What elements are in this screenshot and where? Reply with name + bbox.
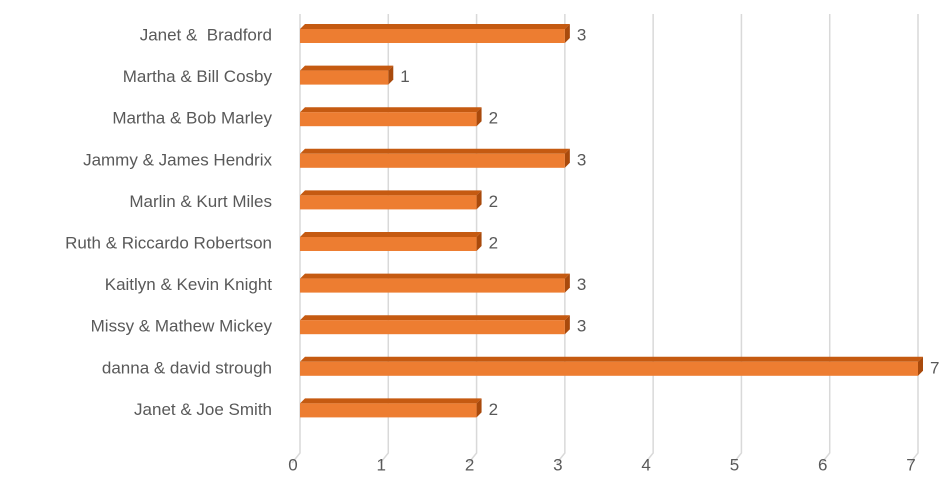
x-tick-label: 7 (906, 455, 915, 474)
grid-line (821, 14, 831, 464)
bar-face (388, 65, 394, 85)
bar-face (300, 237, 477, 251)
grid-line (556, 14, 566, 464)
y-tick-label: danna & david strough (102, 358, 272, 377)
bar-face (300, 320, 565, 335)
bar-face (476, 190, 482, 210)
y-tick-label: Janet & Joe Smith (134, 400, 272, 419)
bar (300, 24, 570, 43)
bar (300, 232, 482, 251)
y-tick-label: Marlin & Kurt Miles (129, 192, 272, 211)
y-tick-label: Martha & Bob Marley (112, 109, 272, 128)
data-label: 2 (489, 109, 498, 128)
bar-face (300, 232, 482, 237)
y-tick-label: Jammy & James Hendrix (83, 150, 272, 169)
data-label: 3 (577, 150, 586, 169)
bar-face (564, 273, 570, 293)
grid-line (291, 14, 301, 464)
bar-face (564, 148, 570, 168)
x-tick-label: 6 (818, 455, 827, 474)
bar-face (476, 107, 482, 127)
bar (300, 65, 394, 85)
y-tick-label: Janet & Bradford (140, 25, 272, 44)
bar (300, 273, 570, 293)
bar-face (476, 232, 482, 251)
grid-line (909, 14, 919, 464)
x-tick-label: 2 (465, 455, 474, 474)
bar (300, 148, 570, 168)
bar-face (300, 148, 570, 154)
bar-face (476, 398, 482, 418)
bar-face (564, 24, 570, 43)
bar-face (300, 70, 389, 85)
bar-face (300, 403, 477, 418)
bar-face (300, 195, 477, 210)
bar-face (300, 356, 923, 362)
data-label: 3 (577, 25, 586, 44)
y-tick-label: Martha & Bill Cosby (123, 67, 273, 86)
bar (300, 315, 570, 335)
bar-face (300, 153, 565, 168)
bar-face (918, 356, 923, 376)
x-tick-label: 1 (377, 455, 386, 474)
x-tick-label: 3 (553, 455, 562, 474)
bar-face (300, 398, 482, 404)
data-label: 3 (577, 317, 586, 336)
bar-face (300, 273, 570, 279)
data-label: 3 (577, 275, 586, 294)
bar-face (300, 107, 482, 113)
bar-face (300, 65, 394, 71)
bar-face (300, 361, 918, 376)
y-tick-label: Missy & Mathew Mickey (91, 317, 273, 336)
data-label: 7 (930, 358, 939, 377)
bar (300, 398, 482, 418)
grid-line (644, 14, 654, 464)
bar-face (300, 278, 565, 293)
data-label: 2 (489, 233, 498, 252)
bar (300, 190, 482, 210)
bar-face (300, 24, 570, 29)
y-tick-label: Kaitlyn & Kevin Knight (105, 275, 273, 294)
grid-line (732, 14, 743, 464)
bar-face (564, 315, 570, 335)
x-tick-label: 5 (730, 455, 739, 474)
bar (300, 356, 923, 376)
bar-face (300, 315, 570, 321)
bar-face (300, 112, 477, 127)
bar-face (300, 29, 565, 43)
x-tick-label: 0 (288, 455, 297, 474)
bar-face (300, 190, 482, 196)
y-tick-label: Ruth & Riccardo Robertson (65, 233, 272, 252)
data-label: 2 (489, 192, 498, 211)
data-label: 1 (400, 67, 409, 86)
data-label: 2 (489, 400, 498, 419)
x-tick-label: 4 (641, 455, 650, 474)
bar (300, 107, 482, 127)
